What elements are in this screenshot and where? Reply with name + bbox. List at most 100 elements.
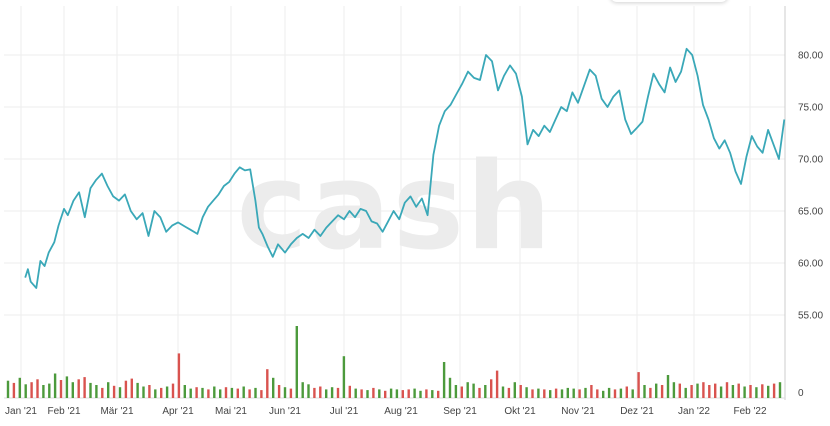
x-tick-label: Sep '21 <box>443 406 477 417</box>
volume-bar <box>755 387 758 398</box>
volume-bar <box>772 383 776 398</box>
volume-bar <box>18 377 21 398</box>
volume-bar <box>749 385 752 398</box>
volume-bar <box>136 382 139 398</box>
volume-bar <box>437 390 440 398</box>
volume-bar <box>24 384 27 398</box>
volume-bar <box>778 382 782 398</box>
x-tick-label: Mai '21 <box>215 406 247 417</box>
volume-bar <box>130 378 133 398</box>
volume-bar <box>183 385 186 398</box>
volume-bar <box>537 388 540 398</box>
volume-bar <box>42 385 45 398</box>
volume-bar <box>101 387 104 398</box>
volume-bar <box>112 385 116 398</box>
grid-layer <box>4 6 786 400</box>
volume-bar <box>36 379 39 398</box>
volume-bar <box>348 385 351 398</box>
y-tick-label: 65.00 <box>798 207 823 218</box>
x-tick-label: Apr '21 <box>162 406 194 417</box>
price-line <box>24 47 786 289</box>
x-tick-label: Dez '21 <box>620 406 654 417</box>
volume-bar <box>307 384 310 398</box>
volume-bar <box>619 388 623 398</box>
volume-bar <box>631 389 634 398</box>
volume-bar <box>283 387 287 398</box>
volume-bar <box>425 389 428 398</box>
volume-bar <box>549 390 552 398</box>
volume-bar <box>177 353 181 398</box>
y-tick-label: 70.00 <box>798 155 823 166</box>
volume-bar <box>578 389 581 398</box>
volume-bar <box>83 377 86 398</box>
volume-bar <box>702 382 705 398</box>
volume-bar <box>330 387 334 398</box>
volume-bar <box>360 389 363 398</box>
volume-bar <box>525 387 528 398</box>
volume-bar <box>401 390 404 398</box>
volume-bar <box>48 383 51 398</box>
volume-bar <box>266 369 269 398</box>
volume-bar <box>30 382 33 398</box>
volume-bar <box>513 382 516 398</box>
volume-bar <box>672 382 676 398</box>
x-tick-label: Aug '21 <box>384 406 418 417</box>
volume-bar <box>643 385 646 398</box>
volume-bar <box>472 383 475 398</box>
volume-bar <box>242 386 245 398</box>
volume-bar <box>384 390 387 398</box>
volume-bar <box>419 390 422 398</box>
volume-bar <box>725 382 729 398</box>
volume-bar <box>731 385 735 398</box>
volume-bar <box>236 388 239 398</box>
volume-bar <box>336 387 340 398</box>
x-tick-label: Okt '21 <box>504 406 536 417</box>
volume-bar <box>743 386 746 398</box>
x-tick-label: Feb '21 <box>47 406 80 417</box>
volume-bar <box>761 384 764 398</box>
volume-bar <box>596 389 599 398</box>
price-line-layer <box>24 47 786 289</box>
volume-bar <box>207 389 210 398</box>
volume-bar <box>460 386 463 398</box>
y-tick-label: 60.00 <box>798 259 823 270</box>
volume-bar <box>165 386 169 398</box>
volume-bar <box>560 389 564 398</box>
volume-bar <box>171 383 175 398</box>
volume-bar <box>507 387 511 398</box>
volume-bar <box>89 382 92 398</box>
volume-bar <box>531 389 534 398</box>
volume-bar <box>660 385 664 398</box>
volume-bar <box>124 380 128 398</box>
volume-bar <box>53 373 57 398</box>
volume-bar <box>454 385 458 398</box>
volume-bar <box>289 388 293 398</box>
volume-bars <box>6 326 782 398</box>
y-tick-label: 75.00 <box>798 103 823 114</box>
volume-bar <box>6 380 10 398</box>
volume-bar <box>319 386 322 398</box>
x-tick-label: Jan '21 <box>5 406 37 417</box>
volume-bar <box>613 389 617 398</box>
volume-bar <box>107 382 110 398</box>
volume-bar <box>637 372 640 398</box>
axis-labels: 55.00 60.00 65.00 70.00 75.00 80.00 0 Jan '21 Fe… <box>5 51 823 418</box>
x-tick-label: Feb '22 <box>733 406 766 417</box>
volume-bar <box>714 383 717 398</box>
volume-bar <box>690 385 693 398</box>
volume-bar <box>666 375 670 398</box>
volume-bar <box>313 387 316 398</box>
volume-bar <box>543 389 546 398</box>
volume-bar <box>478 387 481 398</box>
header-pill[interactable] <box>610 0 728 2</box>
x-tick-label: Jun '21 <box>269 406 301 417</box>
volume-bar <box>490 379 493 398</box>
volume-bar <box>625 386 628 398</box>
volume-bar <box>466 382 469 398</box>
volume-bar <box>213 386 216 398</box>
volume-bar <box>342 356 346 398</box>
volume-bar <box>590 385 593 398</box>
volume-tick-label: 0 <box>798 388 804 399</box>
volume-bar <box>678 383 681 398</box>
